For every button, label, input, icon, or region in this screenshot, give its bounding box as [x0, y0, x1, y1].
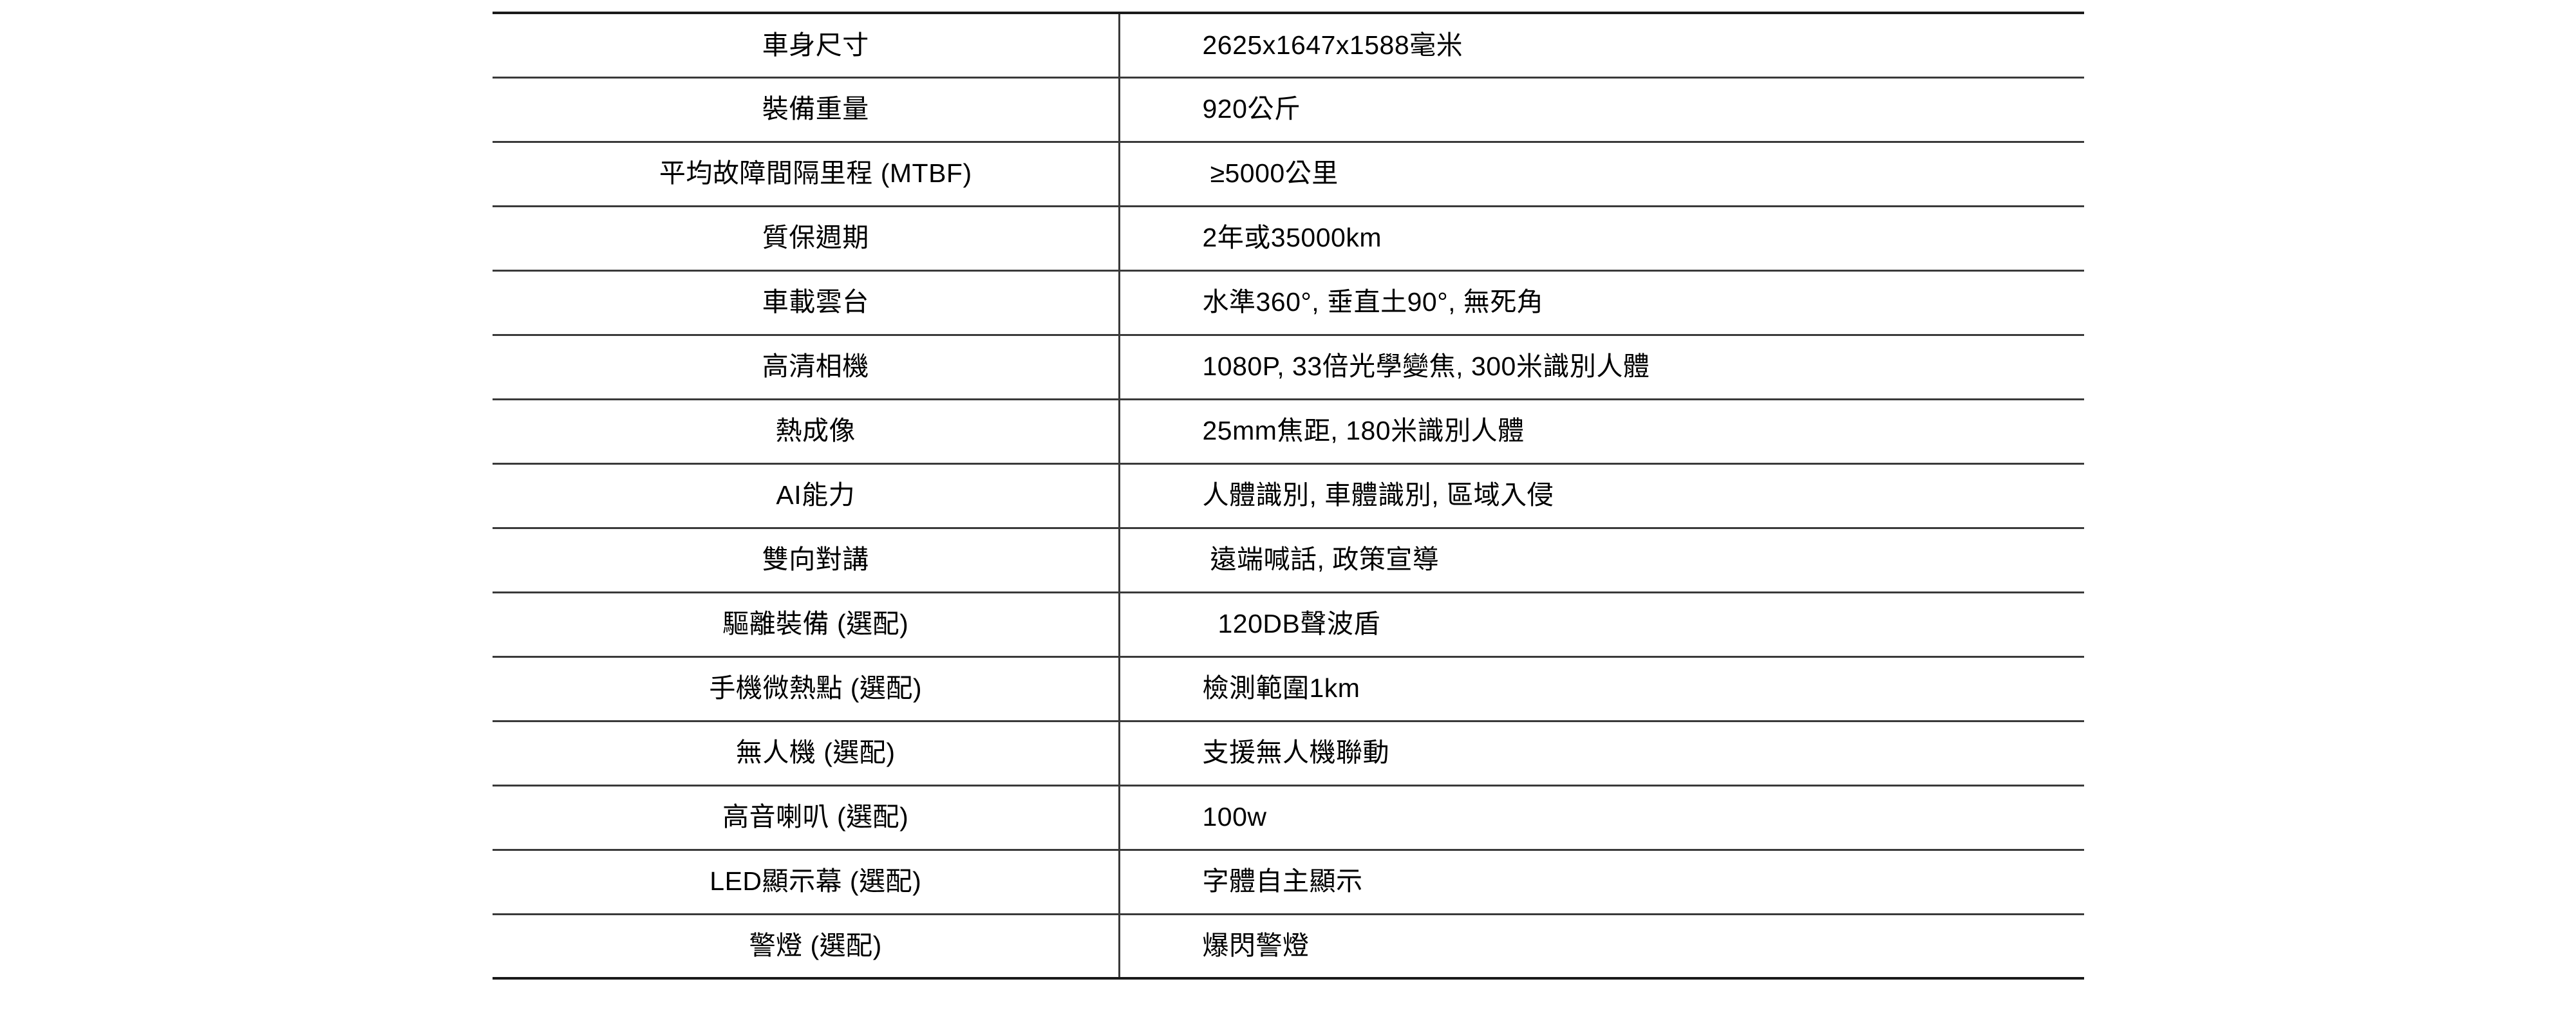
- table-cell-label: 高音喇叭 (選配): [493, 784, 1120, 851]
- table-row: 裝備重量 920公斤: [493, 76, 2084, 143]
- table-row: 驅離裝備 (選配) 120DB聲波盾: [493, 591, 2084, 658]
- spec-label: 熱成像: [775, 416, 856, 446]
- table-cell-value: 2年或35000km: [1119, 205, 2084, 272]
- table-cell-label: 高清相機: [493, 333, 1120, 400]
- specification-table: 車身尺寸 2625x1647x1588毫米 裝備重量 920公斤: [493, 12, 2084, 980]
- table-cell-value: 920公斤: [1119, 76, 2084, 143]
- table-cell-label: 質保週期: [493, 205, 1120, 272]
- spec-label: 驅離裝備 (選配): [722, 609, 909, 639]
- table-cell-value: 2625x1647x1588毫米: [1119, 12, 2084, 79]
- spec-label: 手機微熱點 (選配): [709, 673, 923, 703]
- spec-value: 1080P, 33倍光學變焦, 300米識別人體: [1202, 351, 1650, 382]
- table-row: LED顯示幕 (選配) 字體自主顯示: [493, 848, 2084, 915]
- spec-value: 人體識別, 車體識別, 區域入侵: [1202, 480, 1554, 510]
- spec-label: 平均故障間隔里程 (MTBF): [659, 158, 972, 189]
- spec-label: 裝備重量: [762, 94, 869, 124]
- spec-value: 2年或35000km: [1202, 223, 1382, 253]
- table-cell-value: 1080P, 33倍光學變焦, 300米識別人體: [1119, 333, 2084, 400]
- table-cell-label: 手機微熱點 (選配): [493, 655, 1120, 722]
- table-cell-value: 人體識別, 車體識別, 區域入侵: [1119, 462, 2084, 529]
- spec-label: 警燈 (選配): [749, 931, 882, 961]
- table-cell-value: 檢測範圍1km: [1119, 655, 2084, 722]
- table-cell-label: 熱成像: [493, 398, 1120, 465]
- spec-value: 遠端喊話, 政策宣導: [1210, 544, 1440, 575]
- table-cell-label: 警燈 (選配): [493, 913, 1120, 980]
- table-cell-label: 平均故障間隔里程 (MTBF): [493, 140, 1120, 207]
- table-row: 高音喇叭 (選配) 100w: [493, 784, 2084, 851]
- specification-table-container: 車身尺寸 2625x1647x1588毫米 裝備重量 920公斤: [493, 12, 2084, 980]
- spec-label: 雙向對講: [762, 544, 869, 575]
- spec-label: AI能力: [776, 480, 856, 510]
- spec-value: 字體自主顯示: [1202, 866, 1363, 897]
- table-cell-label: 車身尺寸: [493, 12, 1120, 79]
- spec-value: 920公斤: [1202, 94, 1301, 124]
- spec-value: 100w: [1202, 802, 1267, 832]
- spec-value: 檢測範圍1km: [1202, 673, 1360, 703]
- spec-value: 120DB聲波盾: [1217, 609, 1380, 639]
- spec-label: LED顯示幕 (選配): [710, 866, 922, 897]
- specification-table-body: 車身尺寸 2625x1647x1588毫米 裝備重量 920公斤: [493, 12, 2084, 980]
- table-row: 無人機 (選配) 支援無人機聯動: [493, 720, 2084, 786]
- table-cell-label: 驅離裝備 (選配): [493, 591, 1120, 658]
- spec-label: 車身尺寸: [762, 30, 869, 60]
- table-row: 警燈 (選配) 爆閃警燈: [493, 913, 2084, 980]
- table-row: 手機微熱點 (選配) 檢測範圍1km: [493, 655, 2084, 722]
- table-row: 高清相機 1080P, 33倍光學變焦, 300米識別人體: [493, 333, 2084, 400]
- table-cell-value: 100w: [1119, 784, 2084, 851]
- table-cell-label: 雙向對講: [493, 526, 1120, 593]
- table-cell-value: ≥5000公里: [1119, 140, 2084, 207]
- table-cell-value: 120DB聲波盾: [1119, 591, 2084, 658]
- table-row: 雙向對講 遠端喊話, 政策宣導: [493, 526, 2084, 593]
- table-cell-value: 水準360°, 垂直土90°, 無死角: [1119, 269, 2084, 336]
- table-cell-value: 遠端喊話, 政策宣導: [1119, 526, 2084, 593]
- table-cell-value: 25mm焦距, 180米識別人體: [1119, 398, 2084, 465]
- spec-label: 高清相機: [762, 351, 869, 382]
- table-row: 車身尺寸 2625x1647x1588毫米: [493, 12, 2084, 79]
- spec-value: 水準360°, 垂直土90°, 無死角: [1202, 287, 1544, 317]
- spec-value: 支援無人機聯動: [1202, 738, 1389, 768]
- spec-value: ≥5000公里: [1210, 158, 1339, 189]
- spec-label: 無人機 (選配): [735, 738, 896, 768]
- table-cell-value: 支援無人機聯動: [1119, 720, 2084, 786]
- spec-value: 2625x1647x1588毫米: [1202, 30, 1463, 60]
- spec-label: 高音喇叭 (選配): [722, 802, 909, 832]
- table-cell-value: 爆閃警燈: [1119, 913, 2084, 980]
- table-row: 車載雲台 水準360°, 垂直土90°, 無死角: [493, 269, 2084, 336]
- spec-label: 質保週期: [762, 223, 869, 253]
- table-cell-label: 車載雲台: [493, 269, 1120, 336]
- table-cell-label: 裝備重量: [493, 76, 1120, 143]
- table-row: 質保週期 2年或35000km: [493, 205, 2084, 272]
- spec-label: 車載雲台: [762, 287, 869, 317]
- table-row: 熱成像 25mm焦距, 180米識別人體: [493, 398, 2084, 465]
- table-row: AI能力 人體識別, 車體識別, 區域入侵: [493, 462, 2084, 529]
- table-cell-label: AI能力: [493, 462, 1120, 529]
- table-row: 平均故障間隔里程 (MTBF) ≥5000公里: [493, 140, 2084, 207]
- table-cell-value: 字體自主顯示: [1119, 848, 2084, 915]
- spec-value: 25mm焦距, 180米識別人體: [1202, 416, 1525, 446]
- spec-value: 爆閃警燈: [1202, 931, 1310, 961]
- table-cell-label: LED顯示幕 (選配): [493, 848, 1120, 915]
- table-cell-label: 無人機 (選配): [493, 720, 1120, 786]
